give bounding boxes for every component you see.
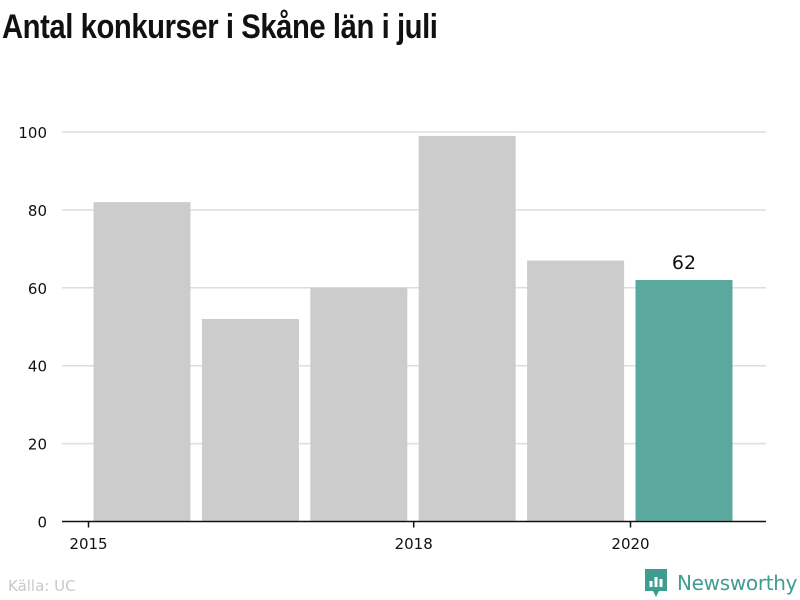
- data-labels: 62: [672, 252, 696, 274]
- bar-2017: [310, 287, 408, 521]
- y-axis-tick-labels: 0 20 40 60 80 100: [18, 124, 47, 532]
- bar-2020: [635, 280, 733, 521]
- bar-2018: [418, 135, 516, 521]
- brand-logo: Newsworthy: [643, 567, 798, 599]
- brand-name: Newsworthy: [677, 571, 798, 595]
- chart-title: Antal konkurser i Skåne län i juli: [2, 8, 438, 46]
- bars: [93, 135, 733, 521]
- bar-2015: [93, 202, 191, 521]
- y-tick-label: 20: [28, 436, 47, 454]
- newsworthy-logo-icon: [645, 569, 667, 597]
- y-tick-label: 100: [18, 124, 47, 142]
- y-tick-label: 40: [28, 358, 47, 376]
- bar-2019: [527, 260, 625, 521]
- x-tick-label: 2015: [69, 535, 107, 553]
- source-note: Källa: UC: [8, 577, 76, 595]
- x-tick-label: 2018: [395, 535, 433, 553]
- y-tick-label: 0: [37, 514, 47, 532]
- y-tick-label: 60: [28, 280, 47, 298]
- y-tick-label: 80: [28, 202, 47, 220]
- data-label: 62: [672, 252, 696, 274]
- x-tick-label: 2020: [611, 535, 649, 553]
- x-axis-ticks: 2015 2018 2020: [69, 521, 650, 553]
- bar-2016: [201, 318, 299, 521]
